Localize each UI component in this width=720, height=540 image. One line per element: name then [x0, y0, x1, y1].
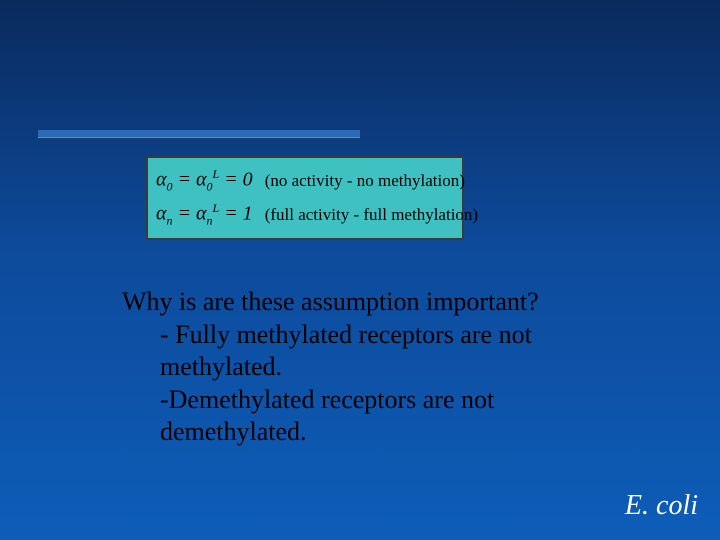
question-text: Why is are these assumption important?	[122, 286, 622, 319]
slide: α0 = α0L = 0 (no activity - no methylati…	[0, 0, 720, 540]
alpha-sym: α	[156, 203, 167, 225]
alpha-sym: α	[156, 169, 167, 191]
footer-label: E. coli	[625, 490, 698, 522]
formula-0-left: α0 = α0L = 0	[156, 167, 253, 195]
formula-row-1: αn = αnL = 1 (full activity - full methy…	[156, 198, 454, 232]
formula-box: α0 = α0L = 0 (no activity - no methylati…	[146, 156, 464, 240]
eq: =	[173, 169, 197, 191]
sub: 0	[207, 180, 213, 194]
eq: = 1	[219, 203, 253, 225]
alpha-sym: α	[196, 203, 207, 225]
sub: n	[207, 214, 213, 228]
formula-1-left: αn = αnL = 1	[156, 201, 253, 229]
formula-1-annotation: (full activity - full methylation)	[265, 205, 478, 225]
point-0: - Fully methylated receptors are not met…	[160, 319, 622, 384]
title-underline	[38, 130, 360, 138]
formula-0-annotation: (no activity - no methylation)	[265, 171, 465, 191]
eq: =	[173, 203, 197, 225]
formula-row-0: α0 = α0L = 0 (no activity - no methylati…	[156, 164, 454, 198]
body-text: Why is are these assumption important? -…	[122, 286, 622, 449]
eq: = 0	[219, 169, 253, 191]
point-1: -Demethylated receptors are not demethyl…	[160, 384, 622, 449]
alpha-sym: α	[196, 169, 207, 191]
